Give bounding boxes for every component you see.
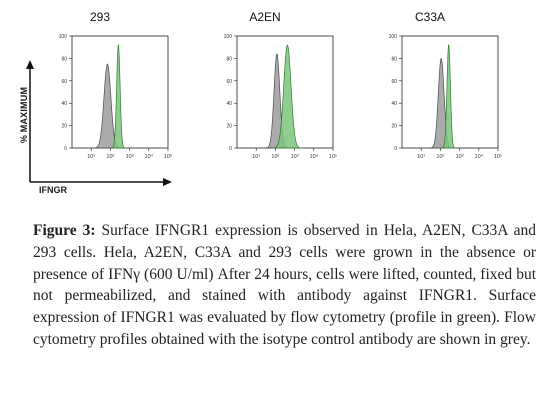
x-tick-label: 10⁵ [494, 153, 502, 160]
x-tick-label: 10⁵ [164, 153, 172, 160]
histogram-green [111, 43, 126, 149]
y-tick-label: 20 [391, 124, 397, 130]
x-tick-label: 10⁴ [310, 153, 319, 160]
y-tick-label: 100 [389, 34, 398, 40]
histogram-green [441, 43, 456, 149]
x-axis-label: IFNGR [39, 185, 67, 195]
histogram-c33a: 0 20 40 60 80 100 10¹ 10² 10³ 10⁴ 10⁵ [389, 34, 503, 160]
y-tick-label: 100 [59, 34, 68, 40]
y-tick-label: 40 [61, 101, 67, 107]
x-tick-label: 10¹ [87, 154, 95, 160]
x-tick-label: 10² [106, 154, 114, 160]
caption-label: Figure 3: [33, 222, 96, 239]
panel-title-a2en: A2EN [249, 10, 281, 24]
x-arrowhead [163, 178, 172, 186]
y-tick-label: 0 [64, 146, 67, 152]
y-tick-label: 80 [61, 56, 67, 62]
figure-caption: Figure 3: Surface IFNGR1 expression is o… [33, 220, 536, 351]
histogram-293: 0 20 40 60 80 100 10¹ 10² 10³ 10⁴ 10⁵ [59, 34, 173, 160]
y-tick-label: 40 [391, 101, 397, 107]
histogram-a2en: 0 20 40 60 80 100 10¹ 10² 10³ 10⁴ 10⁵ [224, 34, 338, 160]
panel-title-c33a: C33A [414, 10, 446, 24]
x-tick-label: 10⁴ [145, 153, 154, 160]
y-tick-label: 60 [226, 79, 232, 85]
x-tick-label: 10³ [126, 154, 134, 160]
y-tick-label: 0 [229, 146, 232, 152]
y-arrowhead [26, 60, 34, 69]
y-axis-label: % MAXIMUM [19, 86, 29, 144]
x-tick-label: 10⁵ [329, 153, 337, 160]
caption-text: Surface IFNGR1 expression is observed in… [33, 222, 536, 348]
y-tick-label: 20 [226, 124, 232, 130]
y-tick-label: 80 [391, 56, 397, 62]
x-tick-label: 10¹ [252, 154, 260, 160]
axis-arrows [26, 60, 172, 186]
x-tick-label: 10⁴ [475, 153, 484, 160]
histogram-green [272, 44, 302, 149]
y-tick-label: 80 [226, 56, 232, 62]
x-tick-label: 10² [436, 154, 444, 160]
x-tick-label: 10³ [291, 154, 299, 160]
y-tick-label: 60 [61, 79, 67, 85]
x-tick-label: 10² [271, 154, 279, 160]
panel-title-293: 293 [89, 10, 111, 24]
y-tick-label: 0 [394, 146, 397, 152]
figure: 293 A2EN C33A 0 20 40 60 80 100 10¹ 10² 10³ 10⁴ 10… [0, 0, 540, 205]
y-tick-label: 100 [224, 34, 233, 40]
x-tick-label: 10³ [456, 154, 464, 160]
x-tick-label: 10¹ [417, 154, 425, 160]
y-tick-label: 20 [61, 124, 67, 130]
y-tick-label: 60 [391, 79, 397, 85]
y-tick-label: 40 [226, 101, 232, 107]
